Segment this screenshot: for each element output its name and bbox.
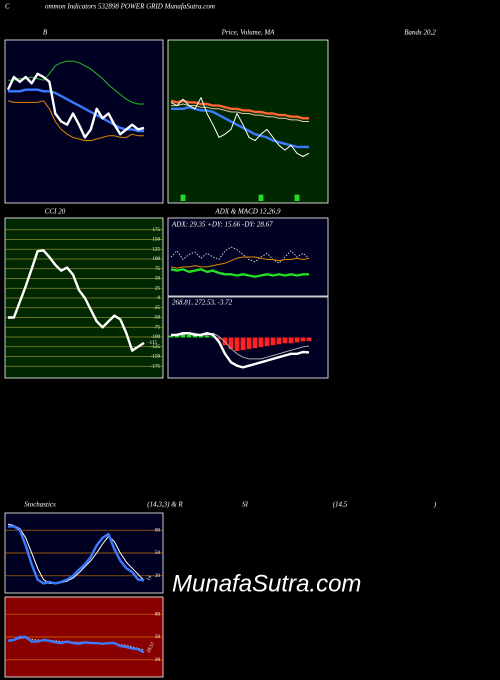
bar: [204, 335, 210, 338]
bar: [258, 194, 264, 201]
y-tick-label: 50: [155, 551, 161, 556]
watermark: MunafaSutra.com: [172, 570, 361, 597]
panel-title-part: (14,3,3) & R: [147, 501, 183, 509]
bar: [252, 337, 258, 349]
series-line: [7, 100, 144, 142]
panel-title-part: SI: [242, 501, 249, 509]
y-tick-label: 0: [158, 296, 161, 301]
panel-title-part: (14,5: [333, 501, 348, 509]
y-tick-label: -25: [153, 306, 160, 311]
panel-subtitle: 268.81, 272.53, -3.72: [172, 299, 233, 307]
series-line: [170, 97, 310, 157]
bar: [198, 335, 204, 338]
y-tick-label: -175: [151, 364, 161, 369]
y-tick-label: 50: [155, 277, 161, 282]
y-tick-label: -75: [153, 325, 160, 330]
y-tick-label: 150: [153, 238, 161, 243]
y-tick-label: -100: [151, 335, 161, 340]
bar: [264, 337, 270, 347]
header-title: ommon Indicators 532898 POWER GRID Munaf…: [45, 3, 215, 11]
bar: [258, 337, 264, 348]
bar: [270, 337, 276, 346]
series-line: [8, 60, 144, 105]
bar: [288, 337, 294, 344]
y-tick-label: 100: [153, 257, 161, 262]
bar: [300, 337, 306, 342]
series-line: [8, 249, 145, 352]
series-line: [7, 635, 145, 654]
bar: [294, 194, 300, 201]
end-label: -115: [148, 341, 157, 346]
bar: [210, 336, 216, 338]
bar: [216, 337, 222, 340]
panel-title: ADX & MACD 12,26,9: [214, 208, 281, 216]
bar: [246, 337, 252, 350]
y-tick-label: 20: [155, 574, 161, 579]
series-line: [170, 99, 309, 120]
end-label: 29.57: [146, 641, 156, 654]
series-line: [170, 246, 310, 264]
bar: [180, 334, 186, 338]
bar: [234, 337, 240, 351]
y-tick-label: 80: [155, 612, 161, 617]
bar: [276, 337, 282, 345]
y-tick-label: 25: [155, 286, 161, 291]
y-tick-label: 50: [155, 635, 161, 640]
bar: [228, 337, 234, 350]
bar: [282, 337, 288, 344]
y-tick-label: 80: [155, 528, 161, 533]
series-line: [171, 332, 310, 369]
panel-title-part: Stochastics: [24, 501, 56, 509]
bar: [294, 337, 300, 343]
panel-subtitle: ADX: 29.35 +DY: 15.66 -DY: 28.67: [171, 221, 273, 229]
series-line: [171, 103, 309, 122]
series-line: [7, 523, 145, 584]
end-label: 14: [146, 575, 153, 582]
y-tick-label: -50: [153, 316, 160, 321]
bar: [186, 334, 192, 338]
series-line: [171, 332, 310, 360]
series-line: [8, 525, 145, 585]
header-c: C: [5, 3, 10, 11]
bar: [306, 337, 312, 342]
bar: [180, 194, 186, 201]
y-tick-label: -150: [151, 355, 161, 360]
bar: [240, 337, 246, 351]
y-tick-label: 75: [155, 267, 161, 272]
series-line: [6, 72, 145, 139]
panel-title: Price, Volume, MA: [221, 29, 276, 37]
series-line: [170, 256, 310, 269]
y-tick-label: 125: [153, 247, 161, 252]
bar: [168, 335, 174, 338]
series-line: [8, 88, 144, 133]
y-tick-label: -125: [151, 345, 161, 350]
panel-title: CCI 20: [45, 208, 66, 216]
series-line: [8, 637, 145, 651]
panel-title-part: ): [433, 501, 437, 509]
y-tick-label: 175: [153, 228, 161, 233]
y-tick-label: 20: [155, 658, 161, 663]
panel-title-end: Bands 20,2: [404, 29, 436, 37]
series-line: [170, 268, 309, 278]
panel: [4, 39, 164, 204]
bar: [174, 335, 180, 338]
panel-title: B: [43, 29, 48, 37]
